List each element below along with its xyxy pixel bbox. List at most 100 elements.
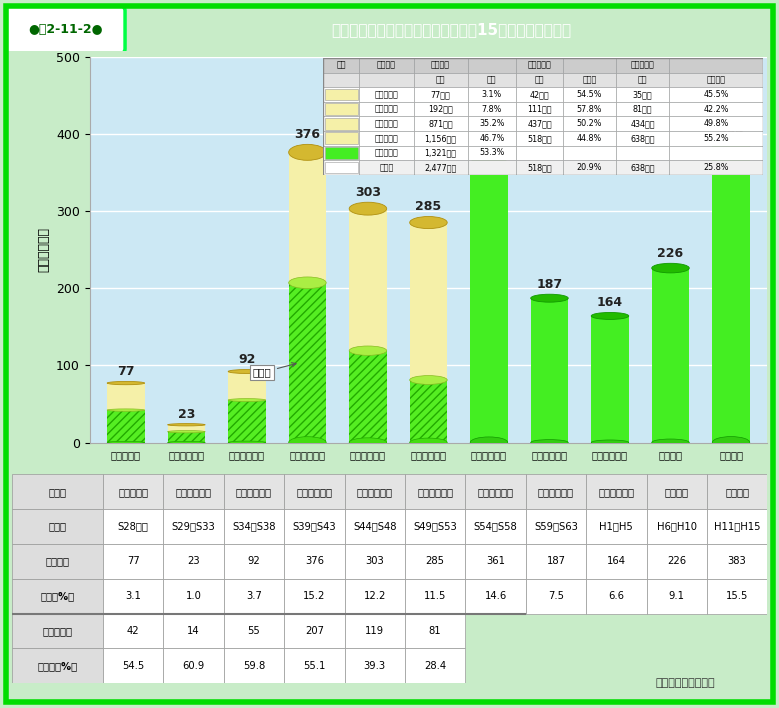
Text: 1,321万㎡: 1,321万㎡ (425, 149, 456, 157)
Bar (669, 102, 763, 116)
Ellipse shape (591, 440, 629, 445)
Text: 50.2%: 50.2% (576, 119, 602, 128)
Bar (349, 350, 386, 442)
Text: 383: 383 (718, 122, 744, 136)
Text: 14.6: 14.6 (485, 591, 506, 601)
Text: 53.3%: 53.3% (479, 149, 505, 157)
Bar (647, 474, 707, 509)
Text: 改修率: 改修率 (583, 76, 597, 84)
Text: 39.3: 39.3 (364, 661, 386, 670)
Text: 361: 361 (486, 556, 505, 566)
Ellipse shape (652, 439, 689, 446)
Bar (516, 87, 563, 102)
Text: ２０～２４年: ２０～２４年 (478, 487, 513, 497)
Bar (224, 649, 284, 683)
Text: 207: 207 (305, 626, 324, 636)
Bar (349, 350, 386, 442)
Bar (516, 146, 563, 160)
Bar (164, 614, 224, 649)
Bar (12, 509, 103, 544)
Text: 111万㎡: 111万㎡ (527, 105, 552, 114)
Bar (616, 131, 669, 146)
Bar (516, 102, 563, 116)
Bar (616, 160, 669, 175)
Bar (284, 509, 344, 544)
Text: 20.9%: 20.9% (576, 163, 602, 172)
Bar (284, 614, 344, 649)
Bar (616, 102, 669, 116)
Text: ３０年以上: ３０年以上 (375, 119, 398, 128)
Ellipse shape (228, 441, 266, 444)
Ellipse shape (712, 437, 749, 448)
Ellipse shape (712, 139, 749, 155)
Bar (707, 579, 767, 614)
Ellipse shape (108, 441, 145, 444)
Text: 638万㎡: 638万㎡ (630, 134, 654, 143)
Text: 44.8%: 44.8% (577, 134, 602, 143)
Bar (465, 544, 526, 579)
Bar (669, 131, 763, 146)
Text: ５０年以上: ５０年以上 (375, 90, 398, 99)
Bar (616, 146, 669, 160)
Bar (284, 544, 344, 579)
Text: ４０年以上: ４０年以上 (375, 105, 398, 114)
Bar (325, 88, 358, 101)
Bar (616, 87, 669, 102)
Bar (530, 298, 568, 442)
Text: 1,156万㎡: 1,156万㎡ (425, 134, 456, 143)
Text: ４５～４９年: ４５～４９年 (168, 450, 204, 461)
Bar (359, 58, 414, 73)
Text: 35万㎡: 35万㎡ (633, 90, 652, 99)
Bar (323, 146, 359, 160)
Bar (323, 131, 359, 146)
Bar (405, 474, 465, 509)
Bar (167, 432, 205, 442)
Ellipse shape (228, 399, 266, 401)
Text: 7.5: 7.5 (548, 591, 564, 601)
Text: 437万㎡: 437万㎡ (527, 119, 552, 128)
Text: （文部科学省調べ）: （文部科学省調べ） (656, 678, 715, 688)
Text: 6.6: 6.6 (608, 591, 624, 601)
Bar (344, 649, 405, 683)
Bar (526, 544, 586, 579)
Text: 改修済面積: 改修済面積 (527, 61, 552, 70)
Bar (325, 132, 358, 144)
Bar (344, 579, 405, 614)
Text: ２０～２４年: ２０～２４年 (471, 450, 507, 461)
Text: 14: 14 (187, 626, 200, 636)
Bar (414, 102, 467, 116)
Text: ２５～２９年: ２５～２９年 (417, 487, 453, 497)
Ellipse shape (108, 409, 145, 411)
Text: 59.8: 59.8 (243, 661, 265, 670)
Ellipse shape (349, 346, 386, 355)
Text: 42万㎡: 42万㎡ (530, 90, 549, 99)
Ellipse shape (167, 441, 205, 444)
Text: 経　年: 経 年 (48, 487, 66, 497)
Bar (108, 410, 145, 442)
Text: 226: 226 (667, 556, 686, 566)
Text: 49.8%: 49.8% (703, 119, 729, 128)
Bar (224, 474, 284, 509)
Ellipse shape (530, 440, 568, 445)
Bar (586, 509, 647, 544)
Text: 376: 376 (294, 128, 320, 142)
Bar (12, 614, 103, 649)
Bar (359, 73, 414, 87)
Text: 面積: 面積 (535, 76, 545, 84)
Text: 23: 23 (187, 556, 200, 566)
Bar (616, 58, 669, 73)
Text: 81: 81 (429, 626, 442, 636)
Text: 376: 376 (305, 556, 324, 566)
Text: ３０～３４年: ３０～３４年 (350, 450, 386, 461)
Text: 77: 77 (127, 556, 139, 566)
Bar (359, 87, 414, 102)
Text: ５～９年: ５～９年 (664, 487, 689, 497)
Text: 55.2%: 55.2% (703, 134, 729, 143)
Ellipse shape (289, 144, 326, 160)
Ellipse shape (471, 156, 508, 171)
Text: 192万㎡: 192万㎡ (428, 105, 453, 114)
Text: 871万㎡: 871万㎡ (428, 119, 453, 128)
Bar (467, 73, 516, 87)
Text: ３０～３４年: ３０～３４年 (357, 487, 393, 497)
Bar (707, 474, 767, 509)
